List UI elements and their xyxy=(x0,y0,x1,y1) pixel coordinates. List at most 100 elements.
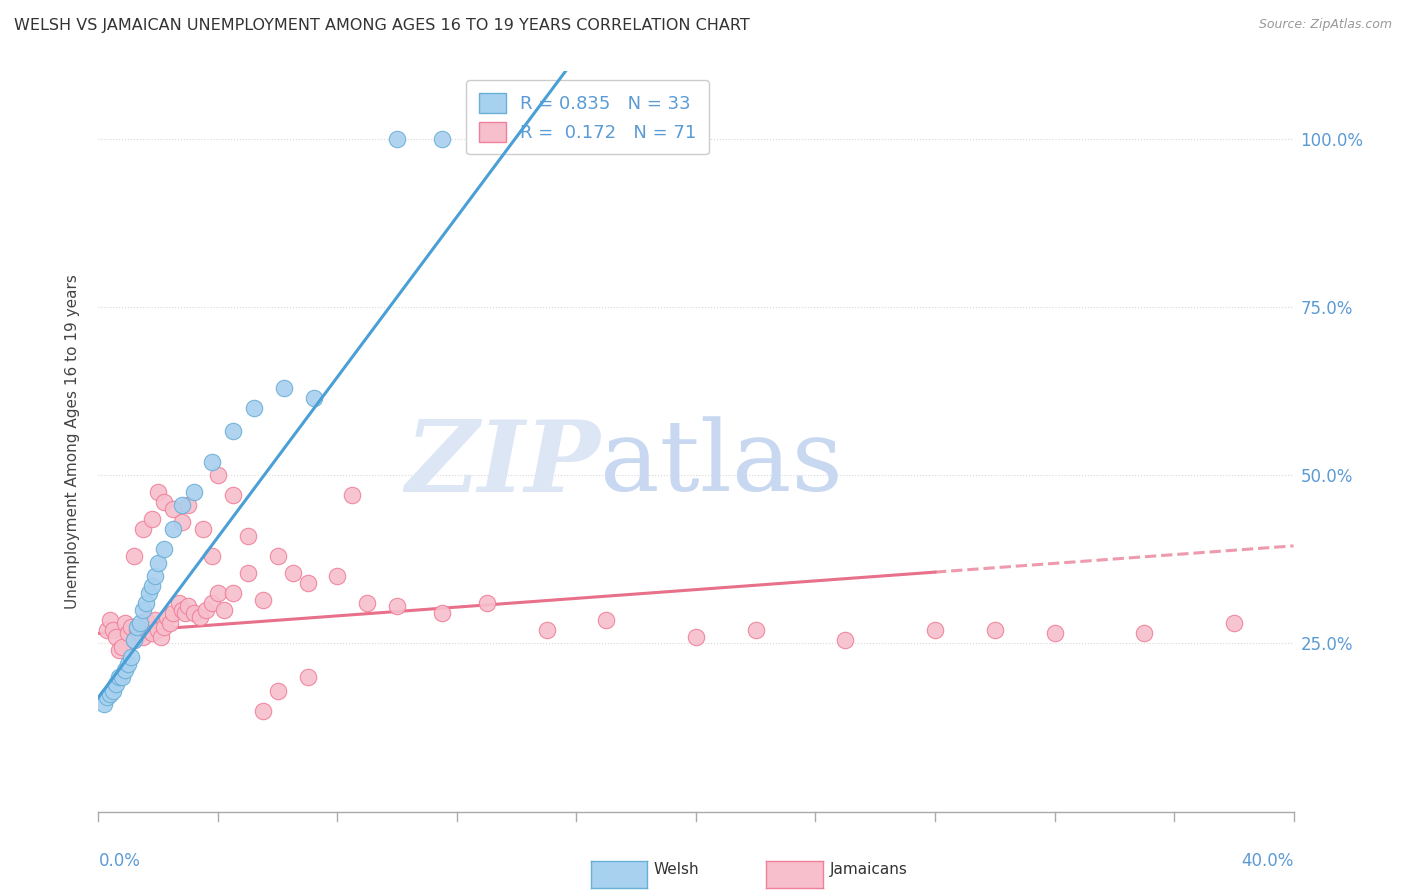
Point xyxy=(172,603,194,617)
Y-axis label: Unemployment Among Ages 16 to 19 years: Unemployment Among Ages 16 to 19 years xyxy=(65,274,80,609)
Point xyxy=(111,670,134,684)
Point xyxy=(129,616,152,631)
Point xyxy=(281,566,304,580)
Point xyxy=(105,630,128,644)
Point xyxy=(201,596,224,610)
Point xyxy=(96,690,118,705)
Point xyxy=(550,131,572,145)
Point xyxy=(222,425,245,439)
Point xyxy=(536,623,558,637)
Point xyxy=(138,586,160,600)
Point xyxy=(1223,616,1246,631)
Point xyxy=(132,603,155,617)
Point xyxy=(138,623,160,637)
Point xyxy=(1043,626,1066,640)
Point xyxy=(201,455,224,469)
Point xyxy=(475,596,498,610)
Point xyxy=(342,488,364,502)
Point xyxy=(135,613,157,627)
Point xyxy=(98,687,122,701)
Point xyxy=(297,575,319,590)
Text: 40.0%: 40.0% xyxy=(1241,853,1294,871)
Point xyxy=(183,485,205,500)
Point xyxy=(148,556,170,570)
Point xyxy=(924,623,946,637)
Point xyxy=(162,501,184,516)
Point xyxy=(174,606,197,620)
Point xyxy=(188,609,211,624)
Point xyxy=(156,609,179,624)
Point xyxy=(148,623,170,637)
Point xyxy=(96,623,118,637)
Point xyxy=(385,599,409,614)
Point xyxy=(177,499,200,513)
Point xyxy=(120,649,142,664)
Point xyxy=(685,630,707,644)
Point xyxy=(172,516,194,530)
Text: Jamaicans: Jamaicans xyxy=(830,863,907,877)
Point xyxy=(207,468,229,483)
Point xyxy=(191,522,214,536)
Point xyxy=(153,542,176,557)
Point xyxy=(1133,626,1156,640)
Point xyxy=(302,391,325,405)
Point xyxy=(98,613,122,627)
Point xyxy=(135,596,157,610)
Point xyxy=(132,630,155,644)
Legend: R = 0.835   N = 33, R =  0.172   N = 71: R = 0.835 N = 33, R = 0.172 N = 71 xyxy=(465,80,709,154)
Point xyxy=(222,488,245,502)
Point xyxy=(172,499,194,513)
Point xyxy=(114,616,136,631)
Point xyxy=(201,549,224,563)
Point xyxy=(117,626,139,640)
Text: 0.0%: 0.0% xyxy=(98,853,141,871)
Point xyxy=(127,623,149,637)
Point xyxy=(385,131,409,145)
Point xyxy=(129,626,152,640)
Point xyxy=(124,633,146,648)
Point xyxy=(430,606,453,620)
Point xyxy=(273,381,295,395)
Point xyxy=(212,603,235,617)
Point xyxy=(207,586,229,600)
Point xyxy=(148,485,170,500)
Point xyxy=(127,619,149,633)
Point xyxy=(243,401,266,415)
Point xyxy=(595,131,617,145)
Point xyxy=(252,592,274,607)
Point xyxy=(236,566,259,580)
Text: Source: ZipAtlas.com: Source: ZipAtlas.com xyxy=(1258,18,1392,31)
Point xyxy=(141,512,163,526)
Point xyxy=(267,683,290,698)
Text: WELSH VS JAMAICAN UNEMPLOYMENT AMONG AGES 16 TO 19 YEARS CORRELATION CHART: WELSH VS JAMAICAN UNEMPLOYMENT AMONG AGE… xyxy=(14,18,749,33)
Point xyxy=(984,623,1007,637)
Point xyxy=(132,522,155,536)
Point xyxy=(141,579,163,593)
Point xyxy=(236,529,259,543)
Point xyxy=(153,619,176,633)
Point xyxy=(124,633,146,648)
Point xyxy=(183,606,205,620)
Point xyxy=(162,522,184,536)
Point xyxy=(195,603,218,617)
Point xyxy=(222,586,245,600)
Point xyxy=(120,619,142,633)
Point xyxy=(150,630,173,644)
Point xyxy=(297,670,319,684)
Point xyxy=(153,495,176,509)
Point xyxy=(103,623,125,637)
Point xyxy=(162,606,184,620)
Point xyxy=(745,623,768,637)
Point xyxy=(430,131,453,145)
Point xyxy=(177,599,200,614)
Text: Welsh: Welsh xyxy=(654,863,699,877)
Point xyxy=(595,613,617,627)
Text: atlas: atlas xyxy=(600,416,844,512)
Point xyxy=(506,131,529,145)
Point xyxy=(267,549,290,563)
Point xyxy=(117,657,139,671)
Point xyxy=(159,616,181,631)
Point xyxy=(114,664,136,678)
Point xyxy=(356,596,378,610)
Text: ZIP: ZIP xyxy=(405,416,600,512)
